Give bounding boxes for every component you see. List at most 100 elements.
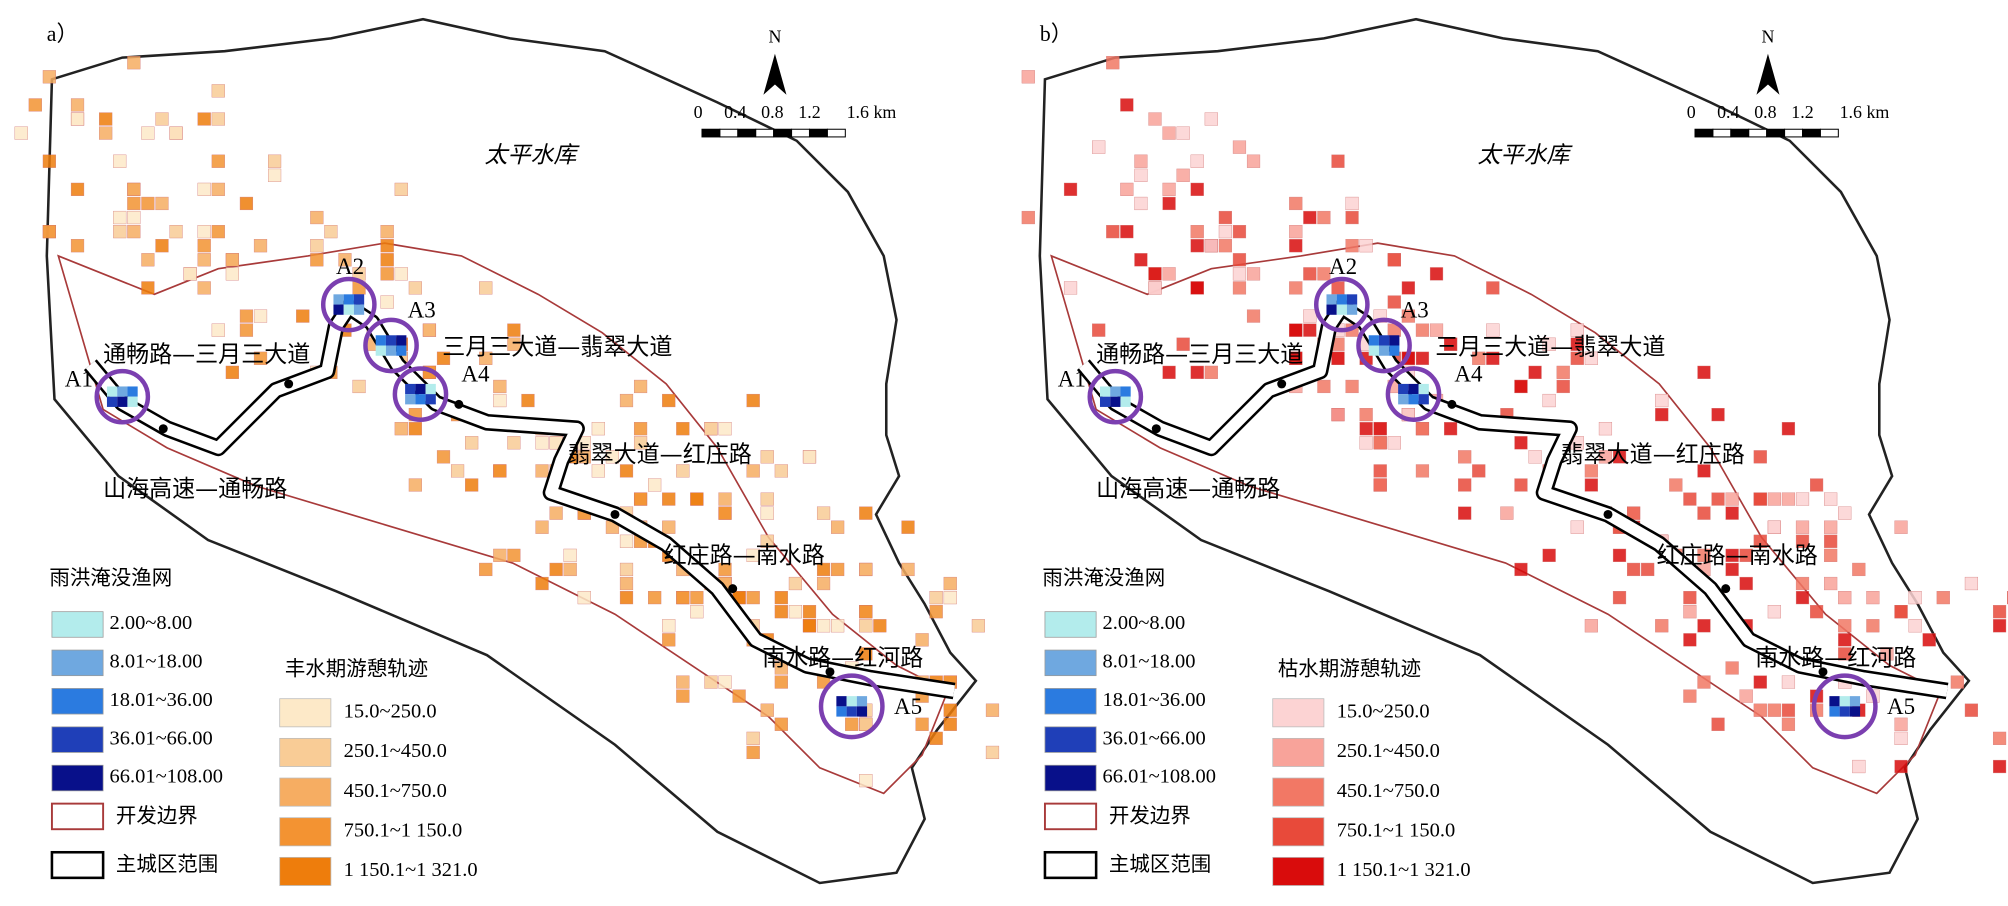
track-cell	[1373, 464, 1387, 478]
hotspot-circle	[1087, 368, 1144, 425]
track-cell	[816, 576, 831, 591]
track-cell	[943, 591, 957, 605]
track-cell	[1458, 506, 1472, 520]
track-cell	[1697, 464, 1711, 478]
scale-label: 1.6 km	[1840, 102, 1890, 122]
track-cell	[859, 717, 873, 731]
track-cell	[704, 422, 718, 436]
track-cell	[1795, 591, 1810, 605]
track-cell	[1711, 717, 1725, 731]
track-cell	[1021, 210, 1035, 225]
flood-cell	[106, 396, 118, 407]
track-cell	[493, 393, 507, 408]
track-cell	[1063, 182, 1078, 196]
track-cell	[169, 225, 183, 239]
track-cell	[985, 745, 1000, 760]
flood-cell	[127, 386, 138, 397]
legend-swatch	[50, 802, 105, 831]
track-cell	[662, 492, 676, 506]
scale-bar	[1784, 128, 1804, 138]
track-cell	[1345, 210, 1359, 225]
track-cell	[549, 506, 563, 520]
track-cell	[1598, 422, 1613, 436]
track-cell	[1190, 281, 1204, 295]
track-cell	[225, 365, 239, 379]
track-cell	[760, 703, 774, 717]
road-node	[158, 424, 168, 434]
track-cell	[141, 196, 155, 211]
track-cell	[662, 633, 676, 647]
legend-label: 250.1~450.0	[1337, 740, 1440, 762]
legend-label: 1 150.1~1 321.0	[344, 859, 478, 881]
track-cell	[1246, 154, 1261, 168]
track-cell	[901, 520, 915, 534]
track-cell	[1514, 379, 1528, 394]
road-node	[1818, 667, 1828, 677]
legend-swatch	[1043, 802, 1098, 831]
track-cell	[718, 422, 732, 436]
track-cell	[465, 436, 479, 450]
hotspot-label: A3	[408, 297, 436, 323]
road-label: 红庄路—南水路	[664, 543, 825, 569]
track-cell	[1584, 478, 1598, 492]
track-cell	[42, 154, 56, 168]
track-cell	[859, 619, 873, 633]
track-cell	[746, 548, 760, 562]
flood-cell	[1849, 696, 1861, 707]
flood-cell	[1389, 345, 1400, 356]
track-cell	[1190, 365, 1204, 379]
track-cell	[802, 450, 817, 464]
track-cell	[310, 210, 324, 225]
flood-cell	[385, 335, 397, 346]
track-cell	[577, 450, 591, 464]
track-cell	[127, 225, 141, 239]
track-cell	[1739, 689, 1753, 703]
scale-bar	[1712, 128, 1732, 138]
track-cell	[633, 422, 648, 436]
track-cell	[1852, 759, 1866, 774]
track-cell	[1458, 478, 1472, 492]
flood-cell	[1368, 345, 1379, 356]
flood-cell	[405, 383, 416, 395]
track-cell	[1486, 281, 1500, 295]
flood-cell	[1398, 394, 1409, 405]
track-cell	[1824, 576, 1838, 591]
track-cell	[465, 478, 479, 492]
legend-swatch	[51, 688, 104, 715]
road-label: 翡翠大道—红庄路	[1561, 442, 1745, 468]
track-cell	[633, 436, 648, 450]
track-cell	[1683, 689, 1697, 703]
track-cell	[1781, 717, 1796, 731]
track-cell	[408, 478, 422, 492]
track-cell	[1992, 759, 2007, 774]
legend-swatch	[279, 698, 332, 728]
flood-cell	[1849, 706, 1861, 717]
track-cell	[746, 731, 760, 745]
flood-cell	[117, 396, 128, 407]
track-cell	[408, 281, 422, 295]
track-cell	[1655, 619, 1669, 633]
track-cell	[1866, 619, 1880, 633]
hotspot-circle	[1313, 276, 1370, 333]
scale-bar	[808, 128, 828, 138]
track-cell	[225, 267, 239, 281]
track-cell	[591, 464, 605, 478]
track-cell	[1387, 436, 1401, 450]
north-label: N	[768, 26, 781, 46]
panel-label: b）	[1040, 22, 1073, 46]
track-cell	[1655, 408, 1669, 422]
track-cell	[1753, 703, 1767, 717]
track-cell	[633, 492, 648, 506]
track-cell	[1218, 210, 1232, 225]
road-label: 红庄路—南水路	[1657, 543, 1818, 569]
track-cell	[197, 281, 211, 295]
track-cell	[1936, 591, 1950, 605]
flood-cell	[415, 383, 426, 395]
track-cell	[155, 239, 169, 253]
flood-cell	[1378, 345, 1390, 356]
track-cell	[1162, 196, 1176, 211]
track-cell	[859, 506, 873, 520]
track-cell	[1303, 267, 1317, 281]
track-cell	[1218, 239, 1232, 253]
track-cell	[211, 323, 225, 337]
